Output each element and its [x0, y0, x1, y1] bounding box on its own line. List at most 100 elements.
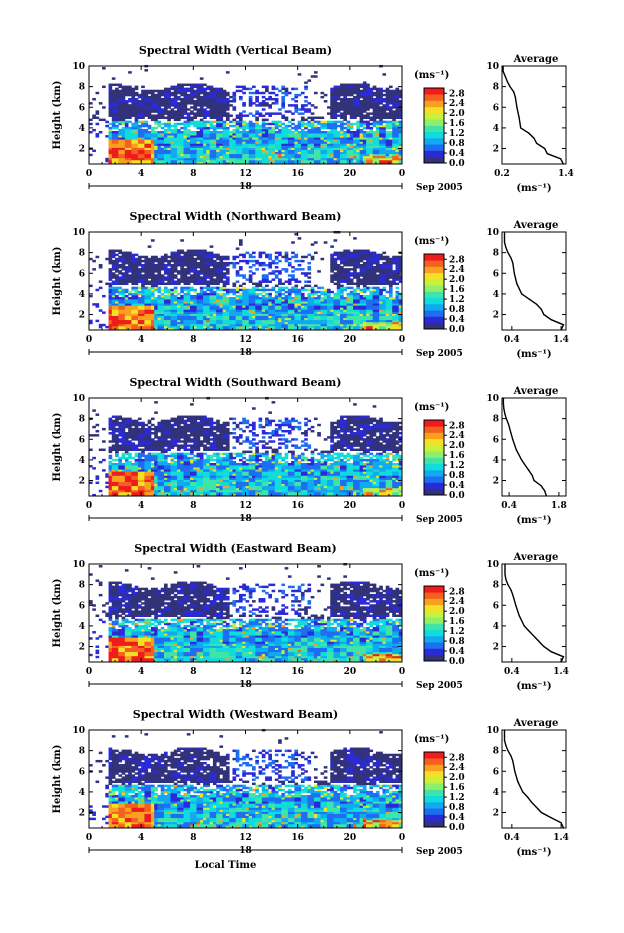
heatmap-cell: [219, 287, 223, 289]
heatmap-cell: [102, 119, 106, 121]
heatmap-cell: [125, 252, 129, 254]
average-profile-line: [503, 66, 563, 164]
colorbar-unit: (ms⁻¹): [414, 70, 449, 81]
heatmap-cell: [301, 104, 305, 106]
heatmap-cell: [99, 119, 103, 121]
heatmap-cell: [229, 289, 233, 291]
heatmap-cell: [151, 127, 155, 129]
heatmap-cell: [206, 86, 210, 88]
heatmap-cell: [193, 100, 197, 102]
heatmap-cell: [373, 131, 377, 133]
heatmap-cell: [125, 121, 129, 123]
heatmap-cell: [190, 117, 194, 119]
heatmap-cell: [314, 125, 318, 127]
heatmap-cell: [304, 131, 308, 133]
heatmap-cell: [226, 262, 230, 264]
heatmap-cell: [262, 92, 266, 94]
heatmap-cell: [200, 96, 204, 98]
heatmap-cell: [193, 258, 197, 260]
heatmap-cell: [324, 131, 328, 133]
heatmap-cell: [239, 285, 243, 287]
heatmap-cell: [112, 90, 116, 92]
heatmap-cell: [141, 86, 145, 88]
heatmap-cell: [307, 285, 311, 287]
heatmap-cell: [239, 239, 243, 241]
heatmap-cell: [301, 287, 305, 289]
heatmap-cell: [272, 92, 276, 94]
heatmap-cell: [265, 289, 269, 291]
heatmap-cell: [327, 106, 331, 108]
heatmap-cell: [275, 112, 279, 114]
heatmap-cell: [327, 112, 331, 114]
heatmap-cell: [249, 266, 253, 268]
heatmap-cell: [109, 123, 113, 125]
heatmap-cell: [249, 270, 253, 272]
heatmap-cell: [154, 274, 158, 276]
heatmap-cell: [105, 326, 109, 328]
heatmap-cell: [203, 250, 207, 252]
heatmap-cell: [232, 125, 236, 127]
heatmap-cell: [317, 127, 321, 129]
heatmap-cell: [190, 110, 194, 112]
heatmap-cell: [206, 121, 210, 123]
heatmap-cell: [347, 121, 351, 123]
average-x-tick-label: 1.4: [558, 169, 574, 179]
heatmap-cell: [259, 252, 263, 254]
heatmap-cell: [187, 129, 191, 131]
x-tick-label: 12: [239, 169, 252, 179]
heatmap-cell: [232, 256, 236, 258]
heatmap-cell: [389, 86, 393, 88]
heatmap-cell: [259, 102, 263, 104]
heatmap-cell: [347, 84, 351, 86]
heatmap-cell: [96, 303, 100, 305]
heatmap-cell: [369, 112, 373, 114]
heatmap-cell: [226, 92, 230, 94]
heatmap-cell: [259, 297, 263, 299]
heatmap-cell: [366, 112, 370, 114]
heatmap-cell: [219, 293, 223, 295]
x-tick-label: 20: [344, 169, 357, 179]
heatmap-cell: [102, 86, 106, 88]
heatmap-cell: [213, 278, 217, 280]
heatmap-cell: [200, 250, 204, 252]
heatmap-cell: [206, 92, 210, 94]
heatmap-cell: [138, 291, 142, 293]
average-profile-point: [563, 163, 564, 164]
heatmap-cell: [304, 285, 308, 287]
heatmap-cell: [301, 129, 305, 131]
heatmap-cell: [118, 256, 122, 258]
heatmap-cell: [105, 283, 109, 285]
heatmap-cell: [298, 121, 302, 123]
heatmap-cell: [246, 278, 250, 280]
heatmap-cell: [171, 129, 175, 131]
heatmap-cell: [193, 295, 197, 297]
heatmap-cell: [210, 86, 214, 88]
heatmap-cell: [311, 287, 315, 289]
heatmap-cell: [141, 274, 145, 276]
heatmap-cell: [187, 287, 191, 289]
heatmap-cell: [190, 131, 194, 133]
heatmap-cell: [105, 135, 109, 137]
x-tick-label: 16: [291, 169, 304, 179]
heatmap-cell: [171, 86, 175, 88]
heatmap-cell: [92, 268, 96, 270]
heatmap-cell: [249, 112, 253, 114]
heatmap-cell: [148, 131, 152, 133]
heatmap-cell: [268, 96, 272, 98]
heatmap-cell: [96, 117, 100, 119]
heatmap-cell: [285, 88, 289, 90]
heatmap-cell: [206, 252, 210, 254]
heatmap-cell: [219, 88, 223, 90]
average-profile-point: [528, 133, 529, 134]
heatmap-cell: [327, 121, 331, 123]
heatmap-cell: [213, 260, 217, 262]
heatmap-cell: [112, 77, 116, 79]
heatmap-cell: [249, 96, 253, 98]
heatmap-cell: [96, 133, 100, 135]
heatmap-cell: [311, 243, 315, 245]
heatmap-cell: [190, 106, 194, 108]
heatmap-cell: [193, 131, 197, 133]
heatmap-cell: [102, 324, 106, 326]
heatmap-cell: [174, 86, 178, 88]
